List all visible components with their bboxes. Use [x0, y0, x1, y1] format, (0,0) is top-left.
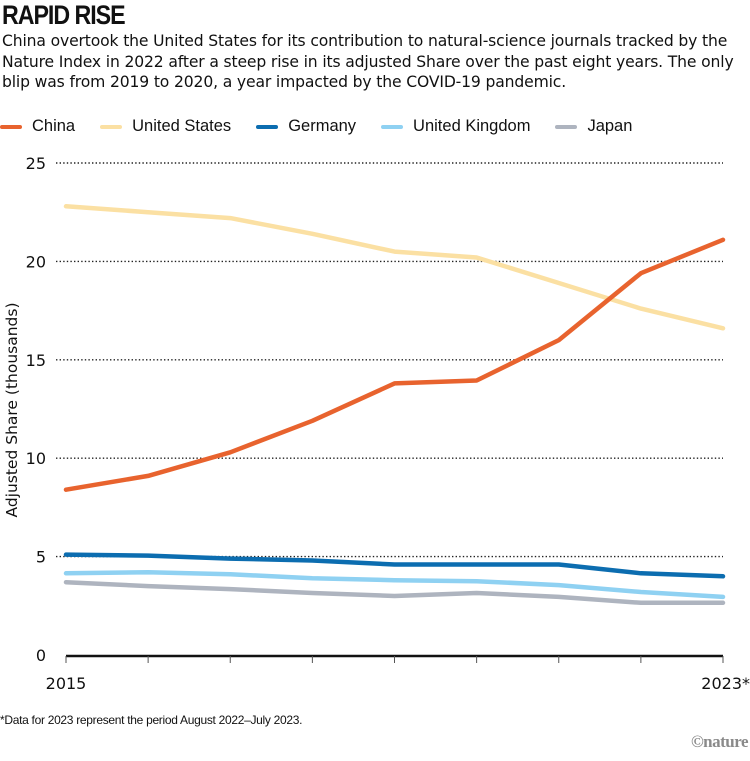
y-tick-label: 20 — [26, 252, 46, 271]
chart-subtitle: China overtook the United States for its… — [2, 32, 734, 91]
chart-title: RAPID RISE — [2, 0, 126, 30]
legend-label: China — [32, 117, 76, 135]
legend-swatch-japan — [555, 124, 578, 129]
legend-item-japan: Japan — [555, 117, 632, 136]
x-axis: 2015 2023* — [46, 654, 750, 693]
nature-credit-logo: ©nature — [690, 732, 749, 751]
legend-swatch-germany — [256, 124, 279, 129]
legend-label: United Kingdom — [413, 117, 531, 135]
legend-label: Japan — [587, 117, 633, 135]
series-line-china — [63, 237, 726, 492]
legend-label: Germany — [288, 117, 357, 135]
y-axis-tick-labels: 0 5 10 15 20 25 — [26, 154, 46, 665]
legend-item-china: China — [0, 117, 75, 136]
legend: China United States Germany United Kingd… — [0, 117, 657, 136]
y-tick-label: 10 — [26, 449, 46, 468]
x-tick-label: 2015 — [46, 674, 87, 693]
y-tick-label: 0 — [36, 646, 46, 665]
footnote: *Data for 2023 represent the period Augu… — [0, 713, 303, 727]
y-axis-label: Adjusted Share (thousands) — [3, 302, 21, 517]
y-tick-label: 5 — [36, 548, 46, 567]
legend-swatch-china — [0, 124, 22, 129]
legend-swatch-united-states — [100, 124, 123, 129]
gridlines — [56, 162, 723, 558]
legend-item-united-kingdom: United Kingdom — [381, 117, 530, 136]
legend-swatch-united-kingdom — [381, 124, 404, 129]
x-tick-label: 2023* — [701, 674, 750, 693]
series-line-japan — [63, 579, 726, 606]
y-tick-label: 15 — [26, 351, 46, 370]
series-line-united-states — [63, 204, 726, 331]
legend-item-germany: Germany — [256, 117, 356, 136]
legend-label: United States — [132, 117, 232, 135]
y-tick-label: 25 — [26, 154, 46, 173]
legend-item-united-states: United States — [100, 117, 231, 136]
series-lines — [63, 204, 726, 606]
series-line-germany — [63, 552, 726, 579]
series-line-united-kingdom — [63, 570, 726, 600]
